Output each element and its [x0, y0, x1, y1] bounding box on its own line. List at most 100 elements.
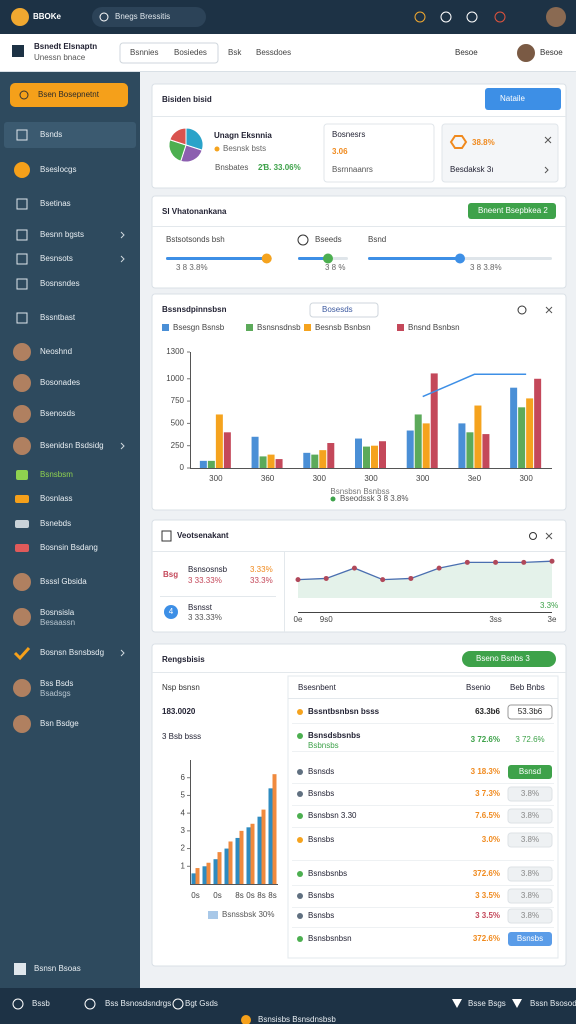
bottom-link[interactable]: Bgt Gsds: [185, 999, 218, 1008]
nav-item[interactable]: Bosnsisla: [40, 608, 75, 617]
bottom-link[interactable]: Bss Bsnosdsndrgs: [105, 999, 171, 1008]
nav-item[interactable]: Bsenidsn Bsdsidg: [40, 441, 104, 450]
bar: [518, 407, 526, 468]
avatar: [546, 7, 566, 27]
nav-item[interactable]: Bss Bsds: [40, 679, 73, 688]
badge-text: 3 72.6%: [515, 735, 544, 744]
x-tick-label: 9s0: [320, 615, 333, 624]
bottom-link[interactable]: Bsse Bsgs: [468, 999, 506, 1008]
nav-item[interactable]: Bsetinas: [40, 199, 71, 208]
kpi-value: 3.33%: [250, 565, 273, 574]
footer-icon: [241, 1015, 251, 1024]
row-divider: [292, 723, 554, 724]
nav-item[interactable]: Bosnsndes: [40, 279, 80, 288]
tab[interactable]: Bsnnies: [130, 48, 158, 57]
slider-value: 3 8 3.8%: [176, 263, 208, 272]
legend-swatch: [246, 324, 253, 331]
tab[interactable]: Bsk: [228, 48, 242, 57]
badge: [507, 704, 553, 720]
slider-knob[interactable]: [323, 253, 333, 264]
x-tick-label: 8s: [268, 891, 276, 900]
bar: [217, 852, 222, 884]
nav-item[interactable]: Bosnsn Bsnsbsdg: [40, 648, 104, 657]
chevron: [120, 649, 125, 657]
bar: [311, 454, 319, 468]
bar: [267, 454, 275, 468]
row-icon: [297, 913, 303, 919]
row-value: 372.6%: [473, 869, 500, 878]
button-text[interactable]: Bneent Bsepbkea 2: [478, 206, 548, 215]
row-icon: [297, 733, 303, 739]
x-axis: [298, 612, 552, 613]
bar: [223, 432, 231, 468]
nav-item[interactable]: Bseslocgs: [40, 165, 76, 174]
bottom-link[interactable]: Bssb: [32, 999, 50, 1008]
button-text[interactable]: Nataile: [500, 94, 525, 103]
nav-sub: Bsadsgs: [40, 689, 71, 698]
total: 183.0020: [162, 707, 196, 716]
nav-item[interactable]: Bsssl Gbsida: [40, 577, 87, 586]
y-tick-label: 250: [171, 441, 185, 450]
badge-text: 3.8%: [521, 811, 539, 820]
tab[interactable]: Bessdoes: [256, 48, 291, 57]
nav-item[interactable]: Bosnsin Bsdang: [40, 543, 98, 552]
chevron: [120, 255, 125, 263]
x-axis: [190, 884, 278, 885]
nav-item[interactable]: Bsnebds: [40, 519, 71, 528]
x-tick-label: 300: [313, 474, 327, 483]
icon: [16, 229, 28, 241]
nav-item[interactable]: Bsnsbsm: [40, 470, 73, 479]
badge: [507, 908, 553, 924]
kpi-icon: 4: [169, 607, 174, 616]
slider-knob[interactable]: [261, 253, 272, 264]
row-sub: Bsbnsbs: [308, 741, 339, 750]
row-label: Bsnsbs: [308, 789, 334, 798]
avatar: [13, 715, 31, 733]
row-label: Bsnsbsn 3.30: [308, 811, 357, 820]
row-value: 3 18.3%: [471, 767, 500, 776]
nav-item[interactable]: Bsnds: [40, 130, 62, 139]
legend-label: Besnsb Bsnbsn: [315, 323, 371, 332]
slider-knob[interactable]: [455, 253, 465, 264]
menu-text[interactable]: Besoe: [455, 48, 478, 57]
chevron: [120, 442, 125, 450]
sidebar: [0, 72, 140, 988]
search-text[interactable]: Bnegs Bressitis: [115, 12, 170, 21]
nav-item[interactable]: Bsn Bsdge: [40, 719, 79, 728]
row-divider: [292, 860, 554, 861]
nav-item[interactable]: Besnsots: [40, 254, 73, 263]
stat-box: [441, 123, 559, 183]
row-label: Bsnsbs: [308, 911, 334, 920]
nav-item[interactable]: Neoshnd: [40, 347, 72, 356]
tab-group: [119, 42, 219, 64]
sidebar-footer[interactable]: Bsnsn Bsoas: [34, 964, 81, 973]
nav-item[interactable]: Bssntbast: [40, 313, 76, 322]
slider-label: Bseeds: [315, 235, 342, 244]
badge-text: 3.8%: [521, 911, 539, 920]
divider: [152, 226, 566, 227]
y-axis: [190, 760, 191, 884]
top-bar: [0, 0, 576, 34]
bar: [327, 443, 335, 468]
button-text[interactable]: Bseno Bsnbs 3: [476, 654, 530, 663]
nav-item[interactable]: Besnn bgsts: [40, 230, 84, 239]
bottom-link[interactable]: Bssn Bsosodss: [530, 999, 576, 1008]
avatar: [13, 437, 31, 455]
button-text[interactable]: Bsen Bosepnetnt: [38, 90, 100, 99]
tab[interactable]: Bosiedes: [174, 48, 207, 57]
nav-item[interactable]: Bsenosds: [40, 409, 75, 418]
point: [436, 565, 442, 571]
nav-item[interactable]: Bosnlass: [40, 494, 72, 503]
area: [298, 561, 552, 598]
bar: [363, 446, 370, 468]
x-tick-label: 3e: [548, 615, 557, 624]
badge: [508, 932, 552, 946]
select-text[interactable]: Bosesds: [322, 305, 353, 314]
point: [464, 559, 470, 565]
badge: [508, 765, 552, 779]
row-label: Bsnsds: [308, 767, 334, 776]
icon: [15, 520, 29, 528]
bar: [526, 398, 534, 468]
nav-item[interactable]: Bosonades: [40, 378, 80, 387]
bar: [228, 841, 233, 884]
